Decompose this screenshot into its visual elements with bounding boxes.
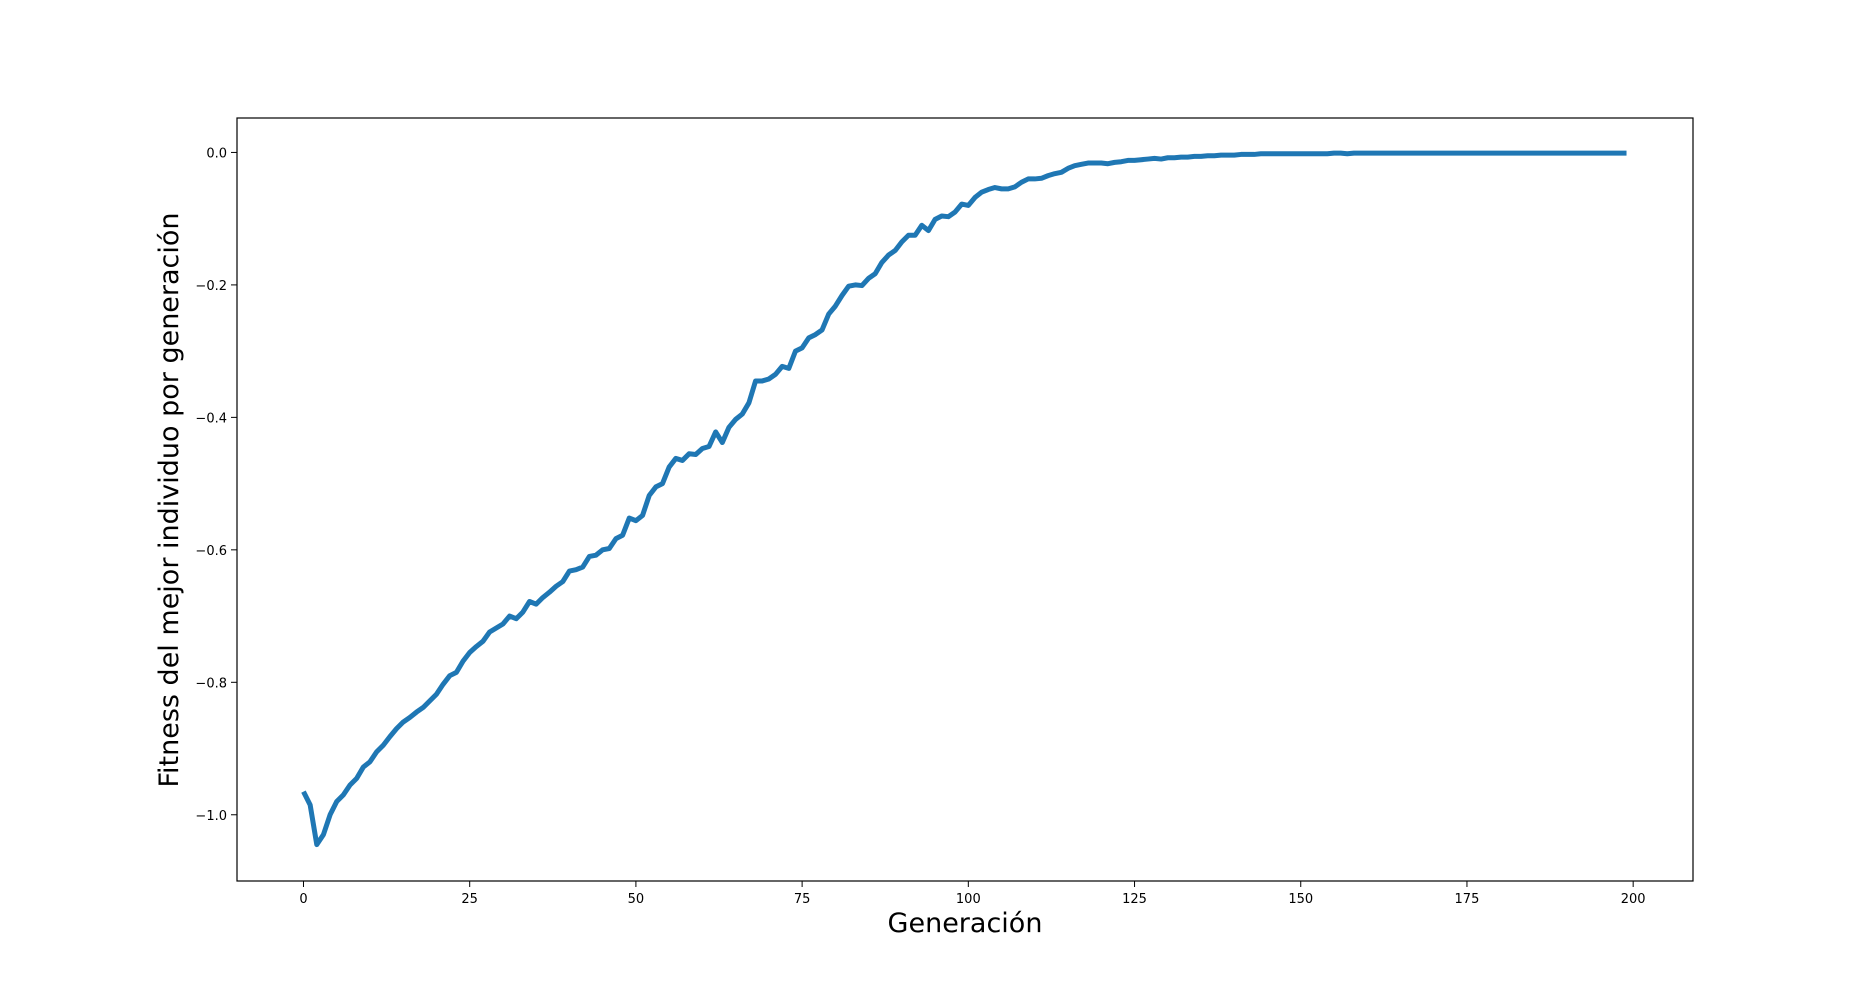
x-tick-label: 150	[1288, 892, 1313, 907]
y-tick-label: −0.4	[195, 411, 227, 426]
y-tick-label: −0.8	[195, 676, 227, 691]
x-tick-label: 200	[1621, 892, 1646, 907]
series-line	[301, 150, 1627, 848]
x-tick-label: 25	[461, 892, 478, 907]
y-axis-label: Fitness del mejor individuo por generaci…	[154, 212, 185, 787]
x-tick-label: 0	[299, 892, 307, 907]
x-tick-label: 50	[628, 892, 645, 907]
y-axis: −1.0 −0.8 −0.6 −0.4 −0.2 0.0	[195, 146, 237, 824]
y-tick-label: −1.0	[195, 809, 227, 824]
y-tick-label: −0.2	[195, 279, 227, 294]
x-tick-label: 125	[1122, 892, 1147, 907]
x-tick-label: 75	[794, 892, 811, 907]
plot-frame	[236, 117, 1694, 882]
x-axis-label: Generación	[888, 908, 1043, 939]
y-tick-label: −0.6	[195, 544, 227, 559]
x-axis: 0 25 50 75 100 125 150 175 200	[299, 881, 1646, 907]
y-tick-label: 0.0	[206, 146, 227, 161]
x-tick-label: 175	[1455, 892, 1480, 907]
x-tick-label: 100	[956, 892, 981, 907]
